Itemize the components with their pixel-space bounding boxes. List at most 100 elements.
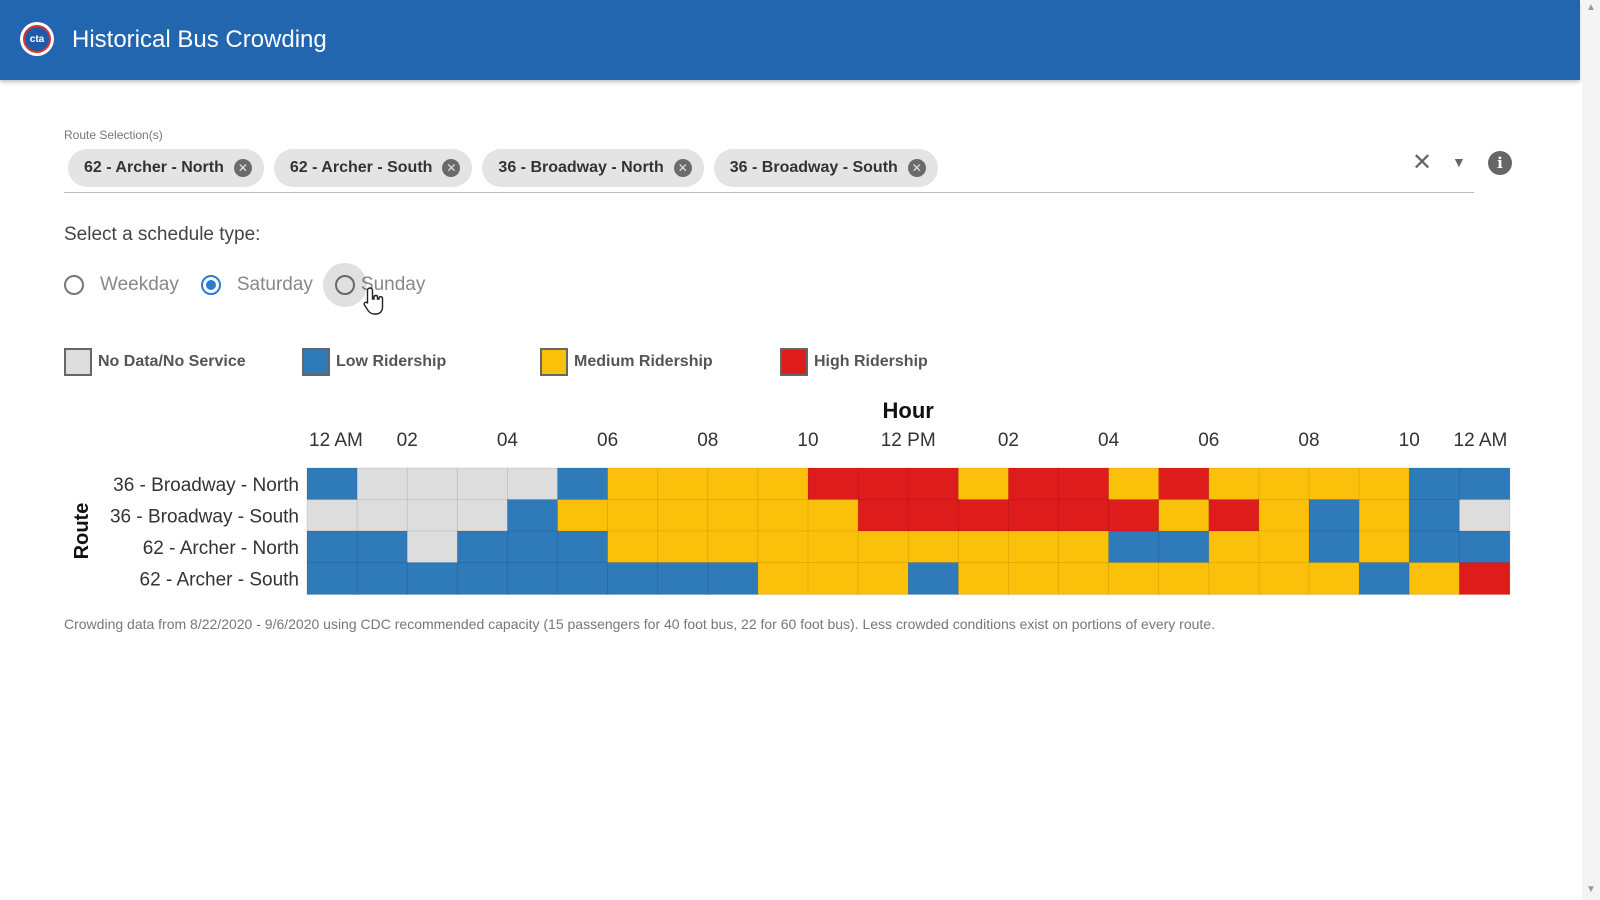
chevron-down-icon[interactable]: ▼ (1452, 154, 1466, 170)
x-tick-label: 08 (697, 430, 718, 451)
app-header: cta Historical Bus Crowding (0, 0, 1580, 80)
x-tick-label: 12 PM (881, 430, 936, 451)
heatmap-cell (757, 467, 809, 501)
heatmap-cell (1308, 562, 1360, 595)
heatmap-cell (957, 530, 1010, 564)
page-title: Historical Bus Crowding (72, 26, 327, 53)
chip-remove-icon[interactable]: ✕ (233, 159, 252, 177)
legend-swatch (540, 348, 568, 376)
heatmap-cell (907, 499, 960, 532)
route-chip[interactable]: 36 - Broadway - North ✕ (482, 149, 704, 187)
heatmap-cell (1208, 562, 1260, 595)
heatmap-cell (857, 499, 910, 532)
route-chip[interactable]: 36 - Broadway - South ✕ (713, 149, 938, 187)
heatmap-cell (306, 562, 358, 595)
hand-cursor-icon (363, 287, 384, 315)
heatmap-cell (757, 499, 809, 532)
legend-label: Low Ridership (336, 353, 447, 370)
heatmap-cell (807, 499, 859, 532)
heatmap-cell (1058, 467, 1110, 501)
legend-swatch (780, 348, 808, 376)
chip-remove-icon[interactable]: ✕ (673, 159, 692, 177)
heatmap-cell (1208, 467, 1260, 501)
heatmap-cell (957, 499, 1010, 532)
cta-logo: cta (20, 22, 54, 56)
y-row-label: 62 - Archer - North (143, 538, 299, 559)
x-tick-label: 04 (1098, 430, 1120, 451)
heatmap-cell (957, 562, 1010, 595)
radio-weekday[interactable]: Weekday (64, 274, 179, 296)
route-chips: 62 - Archer - North ✕ 62 - Archer - Sout… (68, 149, 938, 187)
legend-label: No Data/No Service (98, 353, 246, 370)
heatmap-cell (757, 562, 809, 595)
heatmap-cell (707, 499, 759, 532)
heatmap-cell (506, 499, 559, 532)
heatmap-cell (1458, 467, 1511, 501)
heatmap-cell (356, 499, 409, 532)
heatmap-cell (607, 467, 659, 501)
route-chip-label: 62 - Archer - North (84, 159, 224, 176)
scroll-down-icon[interactable]: ▼ (1586, 884, 1596, 895)
x-tick-label: 10 (1399, 430, 1420, 451)
heatmap-cell (707, 530, 759, 564)
route-chip-label: 36 - Broadway - North (498, 159, 664, 176)
heatmap-cell (1208, 530, 1260, 564)
heatmap-cell (557, 562, 609, 595)
heatmap-cell (557, 467, 609, 501)
heatmap-cell (707, 467, 759, 501)
radio-sunday[interactable]: Sunday (322, 263, 426, 307)
heatmap-cell (506, 562, 559, 595)
heatmap-cell (356, 467, 409, 501)
heatmap-cell (857, 562, 910, 595)
radio-saturday[interactable]: Saturday (200, 274, 313, 296)
heatmap-cell (1308, 530, 1360, 564)
route-select-underline (64, 192, 1474, 193)
radio-label: Sunday (360, 274, 426, 295)
heatmap-cell (1408, 499, 1461, 532)
y-row-label: 62 - Archer - South (140, 569, 299, 590)
heatmap-cell (1108, 467, 1160, 501)
heatmap-cell (406, 499, 459, 532)
heatmap-cell (657, 499, 709, 532)
heatmap-cell (1458, 562, 1511, 595)
legend-label: Medium Ridership (574, 353, 713, 370)
x-tick-label: 12 AM (309, 430, 363, 451)
schedule-type-label: Select a schedule type: (64, 224, 261, 245)
chip-remove-icon[interactable]: ✕ (907, 159, 926, 177)
heatmap-cell (406, 467, 459, 501)
radio-button[interactable] (322, 263, 367, 307)
heatmap-cell (1208, 499, 1260, 532)
radio-button[interactable] (200, 275, 221, 295)
route-chip[interactable]: 62 - Archer - North ✕ (68, 149, 264, 187)
route-chip[interactable]: 62 - Archer - South ✕ (273, 149, 473, 187)
heatmap-cell (456, 530, 509, 564)
heatmap-cell (1358, 467, 1411, 501)
heatmap-cell (1258, 499, 1310, 532)
vertical-scrollbar[interactable]: ▲ ▼ (1582, 0, 1600, 900)
heatmap-cell (1058, 499, 1110, 532)
heatmap-cell (657, 562, 709, 595)
route-selection-label: Route Selection(s) (64, 128, 163, 142)
x-tick-label: 08 (1298, 430, 1319, 451)
heatmap-cell (1408, 530, 1461, 564)
heatmap-cell (306, 467, 358, 501)
heatmap-cell (1158, 562, 1210, 595)
heatmap-cell (1158, 499, 1210, 532)
heatmap-cell (406, 562, 459, 595)
heatmap-cell (807, 467, 859, 501)
heatmap-cell (1008, 499, 1060, 532)
legend-swatch (302, 348, 330, 376)
heatmap-cell (356, 562, 409, 595)
scroll-up-icon[interactable]: ▲ (1586, 2, 1596, 13)
heatmap-cell (1008, 562, 1060, 595)
info-icon[interactable]: i (1488, 151, 1512, 175)
chip-remove-icon[interactable]: ✕ (442, 159, 461, 177)
heatmap-cell (807, 562, 859, 595)
x-tick-label: 06 (1198, 430, 1219, 451)
heatmap-cell (456, 467, 509, 501)
heatmap-cell (1258, 467, 1310, 501)
radio-button[interactable] (64, 275, 84, 295)
heatmap-cell (1108, 499, 1160, 532)
close-icon[interactable]: ✕ (1412, 149, 1433, 176)
heatmap-cell (607, 499, 659, 532)
